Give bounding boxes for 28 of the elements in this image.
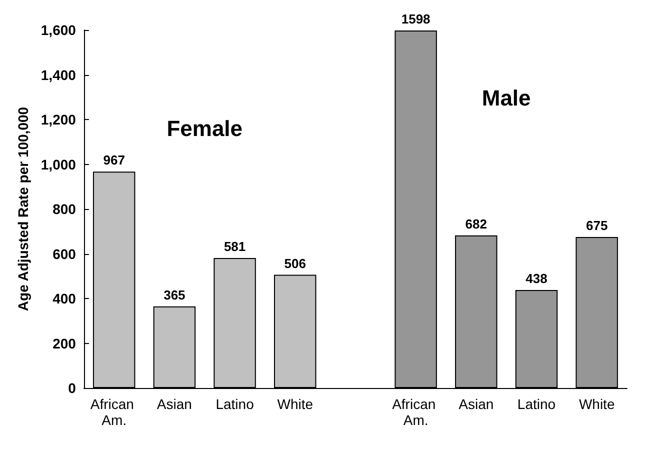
y-tick-label: 1,000 [40,156,76,172]
x-tick-label: Asian [458,396,494,412]
data-label: 1598 [401,11,430,26]
x-tick-label: Latino [517,396,556,412]
data-label: 438 [526,270,548,286]
text: Male [482,86,531,111]
y-tick-label: 1,200 [40,112,76,128]
data-label: 682 [465,216,487,232]
y-tick-label: 600 [52,246,76,262]
x-tick-label: White [277,396,314,412]
y-axis-title: Age Adjusted Rate per 100,000 [15,106,31,312]
y-tick-label: 400 [52,290,76,306]
data-label: 506 [284,256,306,271]
x-tick-label: African Am. [392,396,440,428]
data-label: 581 [224,239,246,254]
text: Female [166,116,243,142]
y-tick-label: 1,400 [40,66,76,83]
y-tick-label: 0 [68,380,76,396]
y-tick-label: 1,600 [40,22,76,38]
x-tick-label: African Am. [90,396,138,428]
data-label: 365 [164,287,186,302]
y-tick-label: 800 [52,201,76,217]
x-tick-label: White [578,396,615,412]
data-label: 967 [103,152,125,168]
x-tick-label: Asian [156,396,192,412]
x-tick-label: Latino [216,396,254,412]
data-label: 675 [586,218,608,233]
y-tick-label: 200 [52,335,76,352]
